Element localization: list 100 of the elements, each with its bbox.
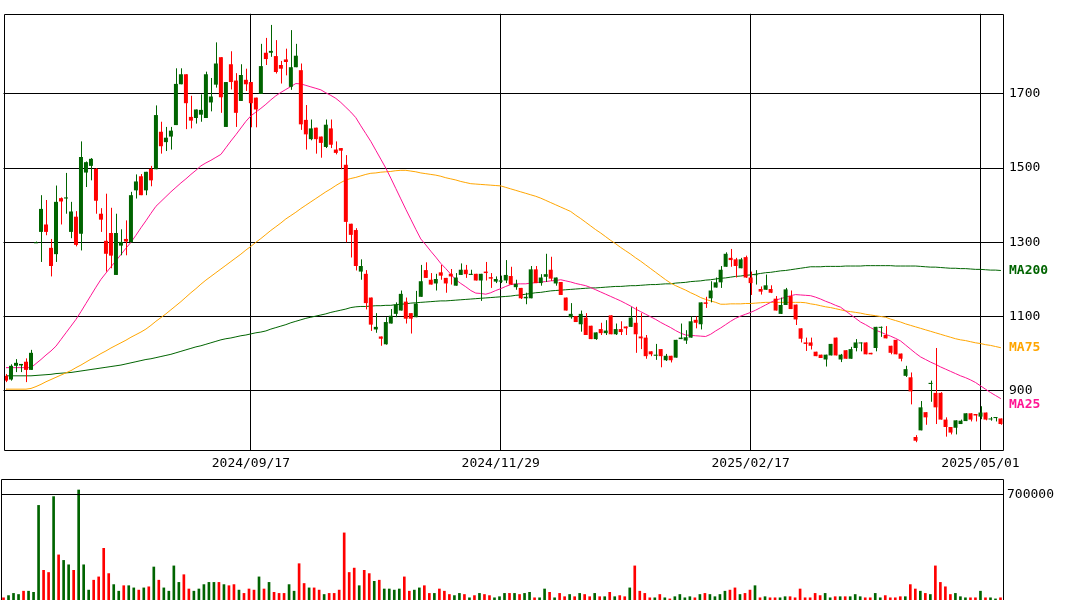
candlestick — [168, 126, 173, 151]
candlestick — [88, 157, 93, 181]
candlestick — [928, 380, 933, 403]
bar — [553, 597, 556, 600]
bar — [648, 597, 652, 600]
bar — [478, 593, 481, 600]
candlestick — [908, 371, 913, 405]
bar — [508, 593, 511, 600]
candlestick — [338, 147, 343, 170]
candlestick — [688, 315, 693, 339]
candlestick — [943, 416, 948, 438]
bar — [883, 595, 887, 600]
candlestick — [543, 253, 548, 283]
y-tick-label: 1700 — [1009, 85, 1041, 101]
bar — [663, 597, 667, 600]
bar — [868, 597, 872, 600]
bar — [643, 593, 647, 600]
candlestick — [98, 207, 103, 233]
bar — [77, 489, 80, 600]
candlestick — [108, 207, 113, 269]
candlestick — [133, 173, 138, 200]
bar — [843, 596, 847, 600]
bar — [984, 597, 987, 600]
y-tick-label: 900 — [1009, 382, 1033, 398]
bar — [543, 588, 546, 600]
candlestick — [213, 41, 218, 89]
candlestick — [148, 165, 153, 187]
series-label: MA75 — [1009, 339, 1041, 354]
bar — [92, 579, 96, 600]
bar — [382, 588, 386, 600]
candlestick — [158, 121, 163, 155]
bar — [162, 587, 166, 600]
bar — [337, 589, 341, 600]
bar — [458, 593, 461, 600]
bar — [653, 597, 657, 600]
candlestick — [68, 201, 73, 239]
bar — [122, 585, 126, 600]
bar — [402, 576, 406, 600]
bar — [72, 569, 75, 600]
bar — [7, 595, 10, 600]
bar — [493, 597, 496, 600]
bar — [658, 594, 662, 600]
bar — [362, 569, 366, 600]
bar — [558, 593, 561, 600]
bar — [377, 579, 381, 600]
bar — [603, 596, 607, 600]
bar — [453, 595, 456, 600]
bar — [528, 591, 531, 600]
bar — [463, 594, 466, 600]
bar — [387, 588, 391, 600]
bar — [878, 597, 882, 600]
bar — [853, 594, 857, 600]
bar — [974, 597, 977, 600]
bar — [533, 597, 536, 600]
x-tick-label: 2025/05/01 — [941, 455, 1020, 471]
bar — [102, 547, 106, 600]
bar — [147, 586, 151, 600]
series-label: MA25 — [1009, 396, 1041, 412]
candlestick — [548, 256, 553, 282]
candlestick — [63, 172, 68, 215]
bar — [47, 572, 50, 600]
bar — [367, 573, 371, 600]
bar — [498, 596, 501, 600]
bar — [107, 573, 111, 600]
bar — [939, 582, 942, 600]
bar — [418, 587, 421, 600]
bar — [598, 596, 602, 600]
bar — [117, 590, 121, 600]
bar — [633, 565, 637, 600]
bar — [934, 565, 937, 600]
y-tick-label: 1300 — [1009, 233, 1041, 249]
bar — [483, 594, 486, 600]
bar — [898, 596, 902, 600]
bar — [433, 593, 436, 600]
bar — [87, 589, 91, 600]
bar — [82, 564, 85, 600]
candlestick — [278, 60, 283, 85]
bar — [628, 587, 632, 600]
candlestick — [28, 349, 33, 371]
bar — [17, 594, 20, 600]
y-tick-label: 1100 — [1009, 307, 1041, 323]
bar — [929, 594, 932, 600]
bar — [858, 596, 862, 600]
bar — [32, 591, 35, 600]
series-label: MA200 — [1009, 261, 1049, 277]
bar — [563, 596, 566, 600]
bar — [407, 590, 411, 600]
bar — [12, 593, 15, 600]
bar — [372, 580, 376, 600]
candlestick — [328, 119, 333, 149]
bar — [62, 560, 65, 600]
bar — [979, 590, 982, 600]
candlestick — [43, 199, 48, 236]
bar — [513, 593, 516, 600]
bar — [908, 584, 912, 600]
candlestick — [288, 29, 293, 91]
bar — [392, 589, 396, 600]
bar — [959, 596, 962, 600]
bar — [608, 591, 612, 600]
candlestick — [323, 119, 328, 149]
